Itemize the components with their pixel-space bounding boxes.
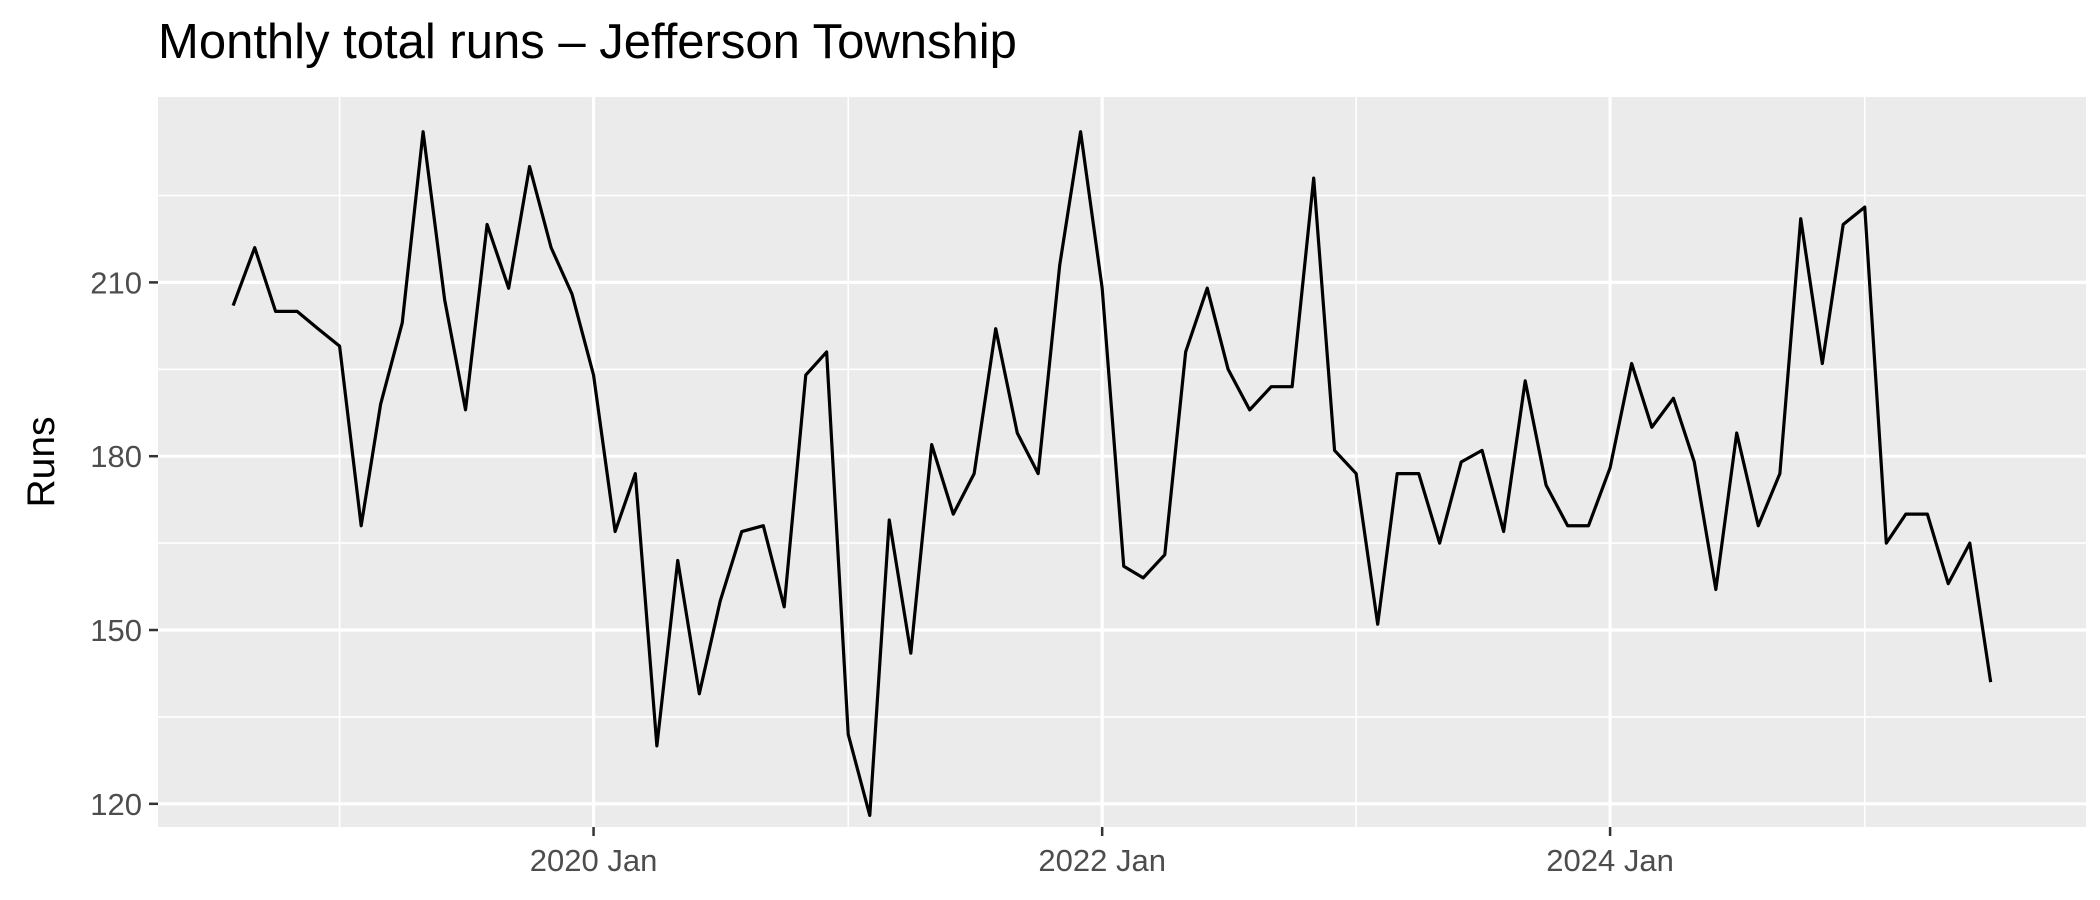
y-tick-label-1: 150 bbox=[90, 613, 142, 648]
x-axis: 2020 Jan 2022 Jan 2024 Jan bbox=[530, 827, 1674, 878]
x-tick-label-0: 2020 Jan bbox=[530, 843, 658, 878]
x-tick-label-1: 2022 Jan bbox=[1038, 843, 1166, 878]
plot-panel bbox=[158, 97, 2086, 827]
x-tick-label-2: 2024 Jan bbox=[1546, 843, 1674, 878]
y-tick-label-0: 120 bbox=[90, 787, 142, 822]
series-layer bbox=[231, 130, 1993, 818]
chart-title: Monthly total runs – Jefferson Township bbox=[158, 15, 1017, 69]
y-axis: 120 150 180 210 bbox=[90, 265, 158, 822]
y-tick-label-2: 180 bbox=[90, 439, 142, 474]
y-tick-label-3: 210 bbox=[90, 265, 142, 300]
y-axis-title: Runs bbox=[20, 416, 63, 507]
series-line-0 bbox=[231, 130, 1993, 818]
